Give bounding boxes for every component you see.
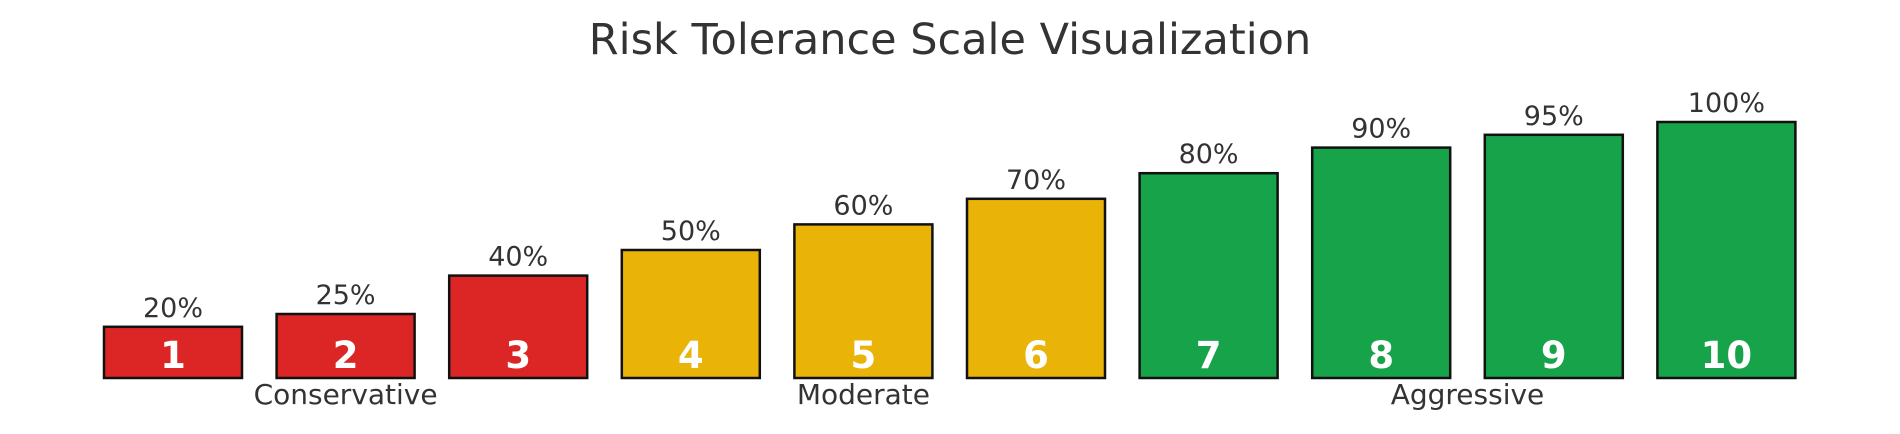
- value-label: 100%: [1688, 88, 1765, 119]
- value-label: 50%: [661, 216, 721, 247]
- level-label: 6: [1023, 334, 1049, 377]
- level-label: 4: [678, 334, 704, 377]
- value-label: 25%: [316, 280, 376, 311]
- value-label: 20%: [143, 293, 203, 324]
- bar-4: [620, 248, 762, 380]
- bar-3: [447, 274, 589, 380]
- level-label: 7: [1196, 334, 1222, 377]
- value-label: 60%: [833, 190, 893, 221]
- level-label: 9: [1541, 334, 1567, 377]
- bar-8: [1310, 146, 1452, 380]
- bar-2: [275, 312, 416, 380]
- bar-5: [793, 223, 934, 380]
- level-label: 10: [1701, 334, 1753, 377]
- value-label: 70%: [1006, 165, 1066, 196]
- level-label: 1: [160, 334, 186, 377]
- level-label: 3: [505, 334, 531, 377]
- value-label: 80%: [1179, 139, 1239, 170]
- group-label-moderate: Moderate: [797, 378, 930, 411]
- bar-6: [965, 197, 1107, 380]
- bar-7: [1138, 171, 1279, 380]
- level-label: 8: [1368, 334, 1394, 377]
- group-label-conservative: Conservative: [254, 378, 438, 411]
- group-label-aggressive: Aggressive: [1391, 378, 1545, 411]
- level-label: 2: [333, 334, 359, 377]
- value-label: 95%: [1524, 101, 1584, 132]
- level-label: 5: [851, 334, 877, 377]
- value-label: 40%: [488, 242, 548, 273]
- value-label: 90%: [1351, 114, 1411, 145]
- bar-9: [1483, 133, 1625, 380]
- bar-1: [102, 325, 244, 380]
- bar-10: [1656, 120, 1797, 380]
- chart-title: Risk Tolerance Scale Visualization: [589, 15, 1311, 65]
